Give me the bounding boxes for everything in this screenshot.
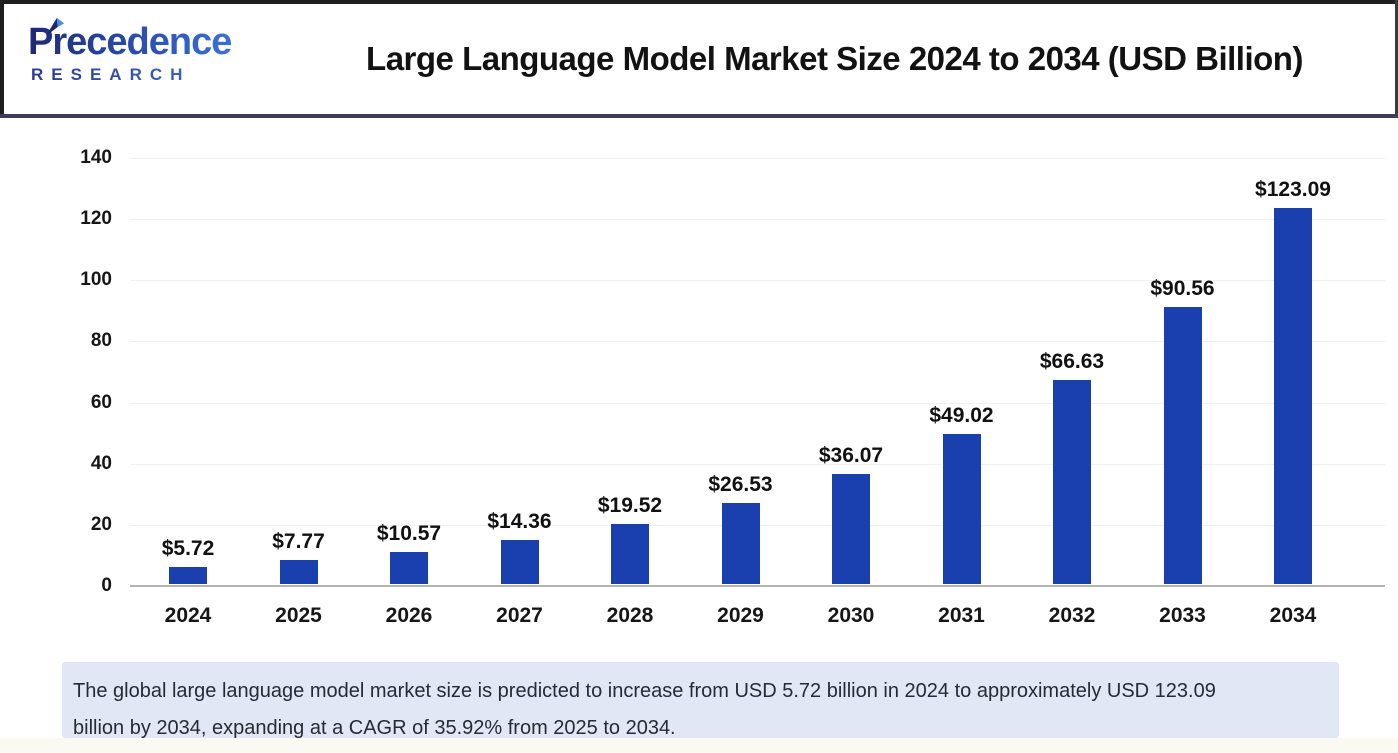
bar-2027: [500, 540, 539, 584]
x-tick-label: 2030: [827, 604, 875, 627]
bar-2034: [1274, 207, 1312, 584]
bar-value-label: $90.56: [1150, 277, 1215, 301]
y-tick-label: 120: [80, 208, 112, 230]
bar-value-label: $7.77: [272, 530, 325, 554]
bottom-strip: [0, 738, 1398, 753]
footer-note: The global large language model market s…: [62, 662, 1339, 739]
bar-2024: [169, 566, 207, 584]
x-tick-label: 2029: [717, 604, 764, 627]
x-tick-label: 2024: [164, 604, 212, 627]
bar-2029: [721, 502, 760, 584]
y-tick-label: 0: [101, 575, 112, 596]
footer-note-text: The global large language model market s…: [73, 680, 1216, 739]
x-tick-label: 2032: [1048, 604, 1096, 627]
gridline: [130, 158, 1385, 159]
x-tick-label: 2031: [938, 604, 985, 627]
bar-value-label: $36.07: [818, 443, 884, 467]
window-left-border: [0, 0, 4, 116]
x-tick-label: 2028: [606, 604, 654, 627]
page-title: Large Language Model Market Size 2024 to…: [366, 40, 1303, 77]
y-tick-label: 60: [90, 391, 112, 413]
bar-2028: [611, 524, 649, 584]
y-tick-label: 80: [90, 330, 112, 352]
bar-2033: [1163, 307, 1202, 584]
leaf-icon: [45, 17, 65, 37]
window-top-border: [0, 0, 1398, 4]
bar-value-label: $49.02: [929, 404, 994, 428]
precedence-research-logo: Precedence RESEARCH: [28, 17, 258, 85]
gridline: [130, 402, 1385, 404]
gridline: [130, 463, 1385, 465]
header-divider: [0, 114, 1398, 118]
bar-2032: [1053, 380, 1091, 584]
bar-2026: [390, 551, 428, 584]
x-tick-label: 2027: [496, 604, 543, 627]
x-tick-label: 2034: [1269, 604, 1317, 627]
bar-value-label: $19.52: [597, 494, 663, 518]
x-tick-label: 2033: [1159, 604, 1206, 627]
x-tick-label: 2026: [385, 604, 433, 627]
gridline: [130, 219, 1385, 221]
logo-subtitle: RESEARCH: [31, 65, 258, 85]
y-tick-label: 20: [90, 513, 112, 535]
bar-2025: [279, 560, 318, 584]
bar-value-label: $26.53: [708, 472, 773, 496]
plot-area: 0 20 40 60 80 100 120 140 $5.72 2024 $7.77 2025 $10.…: [80, 147, 1385, 627]
gridline: [130, 280, 1385, 282]
bar-value-label: $123.09: [1255, 177, 1331, 201]
y-tick-label: 40: [90, 452, 112, 474]
y-tick-label: 100: [80, 269, 112, 291]
logo-wordmark: Precedence: [28, 22, 258, 62]
bar-2031: [942, 434, 981, 584]
bar-value-label: $66.63: [1039, 350, 1105, 374]
window-right-border: [1395, 0, 1398, 116]
x-tick-label: 2025: [275, 604, 322, 627]
header: Precedence RESEARCH Large Language Model…: [4, 4, 1395, 114]
x-axis-line: [130, 585, 1385, 587]
bar-value-label: $10.57: [376, 521, 442, 545]
bar-value-label: $14.36: [487, 510, 552, 534]
y-tick-label: 140: [80, 147, 112, 168]
gridline: [130, 341, 1385, 343]
bar-value-label: $5.72: [161, 536, 215, 560]
bar-2030: [832, 473, 870, 584]
